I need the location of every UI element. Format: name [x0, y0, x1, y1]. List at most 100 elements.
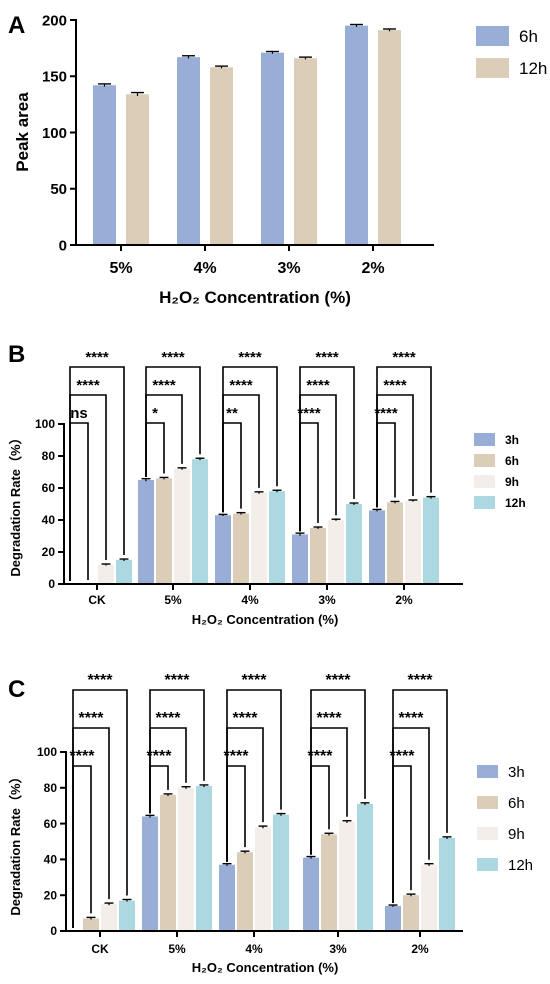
y-tick-label: 40: [42, 513, 56, 527]
x-tick-label: 4%: [193, 260, 216, 277]
legend-swatch-12h: [477, 858, 498, 871]
legend-label: 9h: [505, 475, 519, 489]
legend-label: 3h: [505, 433, 519, 447]
significance-label: ****: [392, 349, 416, 366]
bar-12h-3%: [294, 58, 317, 245]
y-tick-label: 80: [44, 781, 58, 795]
significance-label: *: [152, 405, 158, 422]
legend-swatch-6h: [477, 796, 498, 809]
y-tick-label: 100: [37, 745, 57, 759]
legend-swatch-9h: [477, 827, 498, 840]
y-tick-label: 50: [50, 181, 67, 198]
significance-label: ****: [408, 672, 434, 689]
bar-6h-4%: [233, 513, 249, 584]
significance-bracket: [376, 366, 432, 508]
bar-9h-2%: [405, 500, 421, 584]
bar-3h-3%: [292, 534, 308, 584]
x-tick-label: CK: [91, 942, 109, 956]
significance-bracket: [392, 689, 448, 903]
significance-label: ****: [399, 710, 425, 727]
significance-label: ****: [156, 710, 182, 727]
x-tick-label: 5%: [109, 260, 132, 277]
bar-6h-2%: [403, 895, 419, 931]
bar-12h-2%: [423, 497, 439, 584]
bar-12h-5%: [126, 94, 149, 245]
significance-label: ns: [70, 405, 88, 422]
bar-9h-CK: [101, 904, 117, 931]
legend-swatch-3h: [474, 433, 495, 446]
bar-9h-CK: [98, 564, 114, 584]
significance-bracket: [226, 765, 246, 862]
significance-label: ****: [147, 748, 173, 765]
bar-6h-5%: [160, 794, 176, 931]
legend-label: 12h: [505, 496, 526, 510]
significance-label: ****: [85, 349, 109, 366]
y-axis-title: Degradation Rate（%）: [8, 770, 23, 915]
bar-9h-5%: [178, 787, 194, 931]
significance-label: ****: [161, 349, 185, 366]
bar-12h-4%: [210, 67, 233, 245]
significance-label: ****: [224, 748, 250, 765]
x-tick-label: 4%: [241, 593, 259, 607]
significance-label: ****: [306, 377, 330, 394]
x-tick-label: 3%: [318, 593, 336, 607]
legend-swatch-12h: [474, 496, 495, 509]
significance-label: ****: [76, 377, 100, 394]
bar-9h-2%: [421, 864, 437, 931]
bar-6h-2%: [345, 25, 368, 245]
significance-bracket: [72, 765, 92, 928]
legend-swatch-12h: [476, 58, 509, 78]
bar-6h-3%: [321, 834, 337, 931]
bar-6h-3%: [261, 52, 284, 245]
significance-bracket: [69, 422, 89, 581]
significance-label: ****: [326, 672, 352, 689]
y-tick-label: 0: [50, 924, 57, 938]
significance-bracket: [299, 422, 319, 532]
bar-3h-5%: [138, 480, 154, 584]
panel-a: A 0 50 100 150 200 5% 4% 3% 2% H₂O₂ Concentration …: [8, 12, 547, 307]
bar-6h-5%: [156, 478, 172, 584]
x-axis-title: H₂O₂ Concentration (%): [192, 960, 339, 975]
y-tick-label: 40: [44, 853, 58, 867]
bar-3h-4%: [219, 864, 235, 931]
bar-3h-2%: [369, 510, 385, 584]
y-axis-title: Peak area: [13, 92, 32, 172]
significance-label: ****: [317, 710, 343, 727]
x-tick-label: 2%: [395, 593, 413, 607]
bar-3h-4%: [215, 515, 231, 584]
bar-6h-5%: [93, 85, 116, 245]
bar-9h-4%: [255, 827, 271, 931]
legend-label: 3h: [508, 764, 525, 781]
bar-12h-CK: [119, 900, 135, 931]
significance-label: ****: [88, 672, 114, 689]
significance-bracket: [299, 366, 355, 532]
y-tick-label: 60: [44, 817, 58, 831]
bar-12h-4%: [273, 814, 289, 931]
legend: 6h 12h: [476, 26, 547, 78]
legend-label: 6h: [505, 454, 519, 468]
significance-bracket: [69, 366, 125, 581]
bar-12h-3%: [357, 803, 373, 931]
y-tick-label: 150: [42, 69, 67, 86]
bar-3h-3%: [303, 857, 319, 931]
significance-bracket: [145, 366, 201, 477]
bar-3h-2%: [385, 905, 401, 931]
significance-bracket: [145, 422, 165, 477]
x-tick-label: 3%: [277, 260, 300, 277]
bar-12h-5%: [196, 786, 212, 931]
legend-label: 6h: [508, 795, 525, 812]
bar-9h-3%: [339, 821, 355, 931]
significance-bracket: [222, 422, 242, 513]
bar-12h-4%: [269, 491, 285, 584]
bar-12h-2%: [439, 837, 455, 931]
bar-9h-5%: [174, 468, 190, 584]
y-tick-label: 200: [42, 12, 67, 29]
legend-label: 12h: [519, 59, 547, 78]
legend-label: 12h: [508, 857, 533, 874]
bar-12h-CK: [116, 560, 132, 584]
significance-bracket: [222, 366, 278, 513]
panel-label: A: [8, 12, 25, 39]
legend-label: 9h: [508, 826, 525, 843]
significance-label: ****: [390, 748, 416, 765]
